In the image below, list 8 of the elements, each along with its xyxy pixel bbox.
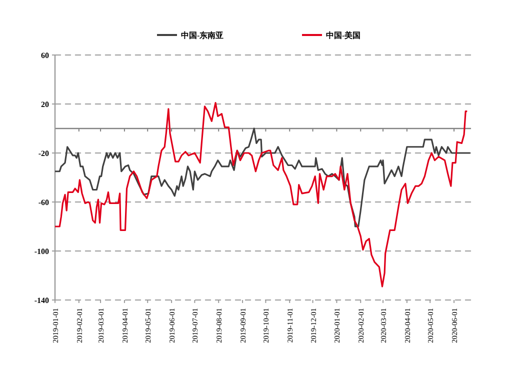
y-tick-label: -20: [38, 149, 49, 158]
y-tick-label: -60: [38, 198, 49, 207]
legend-label: 中国-美国: [326, 30, 361, 40]
y-tick-label: -140: [34, 296, 49, 305]
y-tick-label: 60: [41, 51, 49, 60]
legend-label: 中国-东南亚: [181, 31, 224, 40]
y-tick-label: -100: [34, 247, 49, 256]
y-tick-label: 20: [41, 100, 49, 109]
